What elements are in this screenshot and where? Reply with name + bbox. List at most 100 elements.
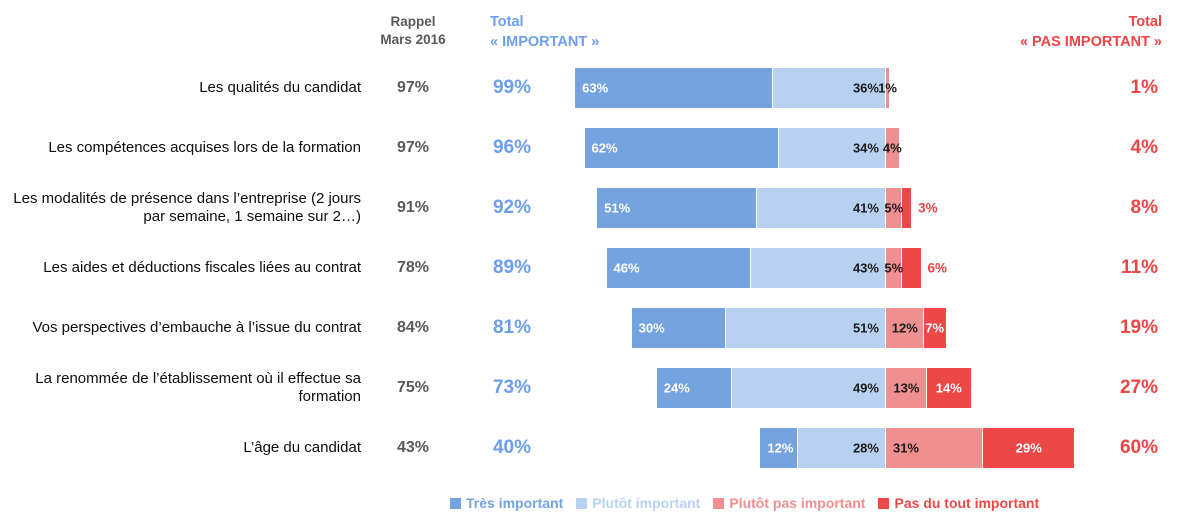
column-header-rappel-line2: Mars 2016 xyxy=(380,32,446,48)
segment-tres-important: 30% xyxy=(631,308,726,348)
segment-pas-du-tout-important: 7% xyxy=(923,308,946,348)
segment-plutot-pas-important: 12% xyxy=(885,308,924,348)
total-important-value: 99% xyxy=(492,77,532,98)
category-label: Les qualités du candidat xyxy=(5,68,361,108)
segment-label-outside: 6% xyxy=(927,260,948,276)
category-label: Les compétences acquises lors de la form… xyxy=(5,128,361,168)
segment-plutot-pas-important: 1% xyxy=(878,68,897,108)
segment-plutot-pas-important: 13% xyxy=(885,368,927,408)
chart-legend: Très important Plutôt important Plutôt pas… xyxy=(450,495,1039,511)
segment-pas-du-tout-important xyxy=(901,188,912,228)
segment-plutot-important: 36% xyxy=(772,68,886,108)
segment-label: 51% xyxy=(604,200,631,216)
segment-label: 43% xyxy=(852,260,879,276)
segment-label: 49% xyxy=(852,380,879,396)
total-important-value: 89% xyxy=(492,257,532,278)
rappel-value: 75% xyxy=(396,379,430,396)
segment-label: 46% xyxy=(613,260,640,276)
bar-row: 51% 41% 5% 3% xyxy=(597,188,938,228)
segment-pas-du-tout-important: 14% xyxy=(926,368,971,408)
segment-plutot-pas-important: 4% xyxy=(882,128,902,168)
segment-label-outside: 3% xyxy=(918,200,938,216)
column-header-total-important-line1: Total xyxy=(490,14,524,30)
total-pas-important-value: 11% xyxy=(1121,257,1158,278)
legend-item-plutot-pas-important: Plutôt pas important xyxy=(713,495,865,511)
column-header-total-important: Total « IMPORTANT » xyxy=(490,13,680,52)
total-important-value: 96% xyxy=(492,137,532,158)
bar-row: 12% 28% 31% 29% xyxy=(760,428,1075,468)
category-label: L’âge du candidat xyxy=(5,428,361,468)
segment-plutot-important: 28% xyxy=(798,428,886,468)
segment-label: 5% xyxy=(884,260,904,276)
total-pas-important-value: 19% xyxy=(1119,317,1158,338)
segment-label: 4% xyxy=(882,140,902,156)
segment-label: 12% xyxy=(891,320,918,336)
total-pas-important-value: 1% xyxy=(1130,77,1158,98)
total-pas-important-value: 4% xyxy=(1130,137,1158,158)
segment-label: 36% xyxy=(852,80,879,96)
legend-label: Plutôt pas important xyxy=(729,495,866,511)
segment-tres-important: 12% xyxy=(760,428,799,468)
category-label-text: Les qualités du candidat xyxy=(199,78,361,96)
segment-label: 62% xyxy=(591,140,618,156)
segment-label: 34% xyxy=(852,140,879,156)
total-important-value: 92% xyxy=(492,197,532,218)
segment-label: 14% xyxy=(935,380,962,396)
category-label-text: Les compétences acquises lors de la form… xyxy=(48,138,361,156)
segment-plutot-important: 34% xyxy=(779,128,886,168)
category-label-text: Vos perspectives d’embauche à l’issue du… xyxy=(32,318,361,336)
category-label-text: L’âge du candidat xyxy=(243,438,361,456)
legend-swatch-icon xyxy=(713,497,725,509)
segment-plutot-important: 43% xyxy=(750,248,886,288)
rappel-value: 43% xyxy=(396,439,430,456)
legend-label: Très important xyxy=(466,495,564,511)
total-pas-important-value: 27% xyxy=(1119,377,1158,398)
segment-tres-important: 46% xyxy=(606,248,751,288)
segment-label: 5% xyxy=(884,200,904,216)
legend-swatch-icon xyxy=(576,497,588,509)
legend-label: Pas du tout important xyxy=(894,495,1040,511)
category-label-text: Les aides et déductions fiscales liées a… xyxy=(43,258,361,276)
segment-plutot-important: 49% xyxy=(732,368,886,408)
segment-pas-du-tout-important: 29% xyxy=(983,428,1075,468)
column-header-total-pas-important-line2: « PAS IMPORTANT » xyxy=(1019,33,1162,50)
segment-label: 30% xyxy=(638,320,665,336)
segment-label: 7% xyxy=(925,320,945,336)
segment-label: 51% xyxy=(852,320,879,336)
column-header-total-pas-important-line1: Total xyxy=(1128,14,1162,30)
category-label: Les aides et déductions fiscales liées a… xyxy=(5,248,361,288)
rappel-value: 97% xyxy=(396,79,430,96)
legend-swatch-icon xyxy=(878,497,890,509)
segment-tres-important: 51% xyxy=(597,188,758,228)
bar-row: 30% 51% 12% 7% xyxy=(631,308,946,348)
segment-label: 13% xyxy=(893,380,920,396)
segment-label: 41% xyxy=(852,200,879,216)
total-important-value: 73% xyxy=(492,377,532,398)
segment-label: 1% xyxy=(878,80,897,96)
category-label: La renommée de l’établissement où il eff… xyxy=(5,368,361,408)
column-header-rappel-line1: Rappel xyxy=(390,14,436,29)
rappel-value: 91% xyxy=(396,199,430,216)
segment-pas-du-tout-important xyxy=(901,248,921,288)
column-header-rappel: Rappel Mars 2016 xyxy=(363,13,463,49)
segment-plutot-important: 51% xyxy=(725,308,886,348)
segment-label: 29% xyxy=(1015,440,1042,456)
segment-label: 28% xyxy=(852,440,879,456)
total-pas-important-value: 8% xyxy=(1130,197,1158,218)
segment-plutot-pas-important: 31% xyxy=(885,428,984,468)
total-important-value: 40% xyxy=(492,437,532,458)
segment-plutot-important: 41% xyxy=(757,188,886,228)
total-pas-important-value: 60% xyxy=(1119,437,1158,458)
segment-tres-important: 63% xyxy=(575,68,773,108)
bar-row: 63% 36% 1% xyxy=(575,68,897,108)
segment-tres-important: 24% xyxy=(656,368,733,408)
rappel-value: 97% xyxy=(396,139,430,156)
legend-item-pas-du-tout-important: Pas du tout important xyxy=(878,495,1039,511)
category-label-text: La renommée de l’établissement où il eff… xyxy=(35,369,361,405)
rappel-value: 84% xyxy=(396,319,430,336)
bar-row: 46% 43% 5% 6% xyxy=(606,248,947,288)
category-label-text: Les modalités de présence dans l’entrepr… xyxy=(13,189,361,225)
segment-label: 63% xyxy=(582,80,609,96)
legend-label: Plutôt important xyxy=(592,495,701,511)
column-header-total-important-line2: « IMPORTANT » xyxy=(490,33,600,50)
